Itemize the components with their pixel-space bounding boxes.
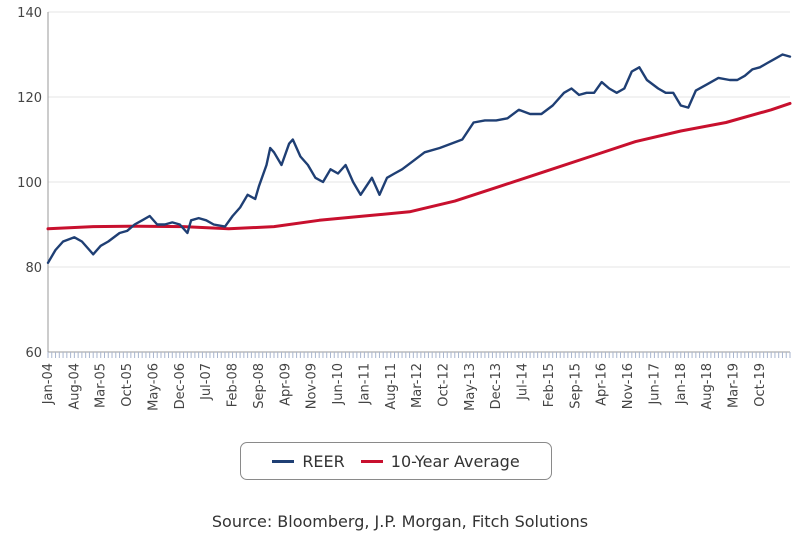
line-chart: 60 80 100 120 140 Jan-04 Aug-04 Mar-05 Oct-05 Ma…: [17, 6, 792, 411]
x-tick-label: Feb-15: [542, 363, 557, 407]
x-axis-minor-ticks: [47, 352, 791, 358]
grid-lines: [47, 11, 790, 353]
x-tick-label: Apr-09: [278, 363, 293, 406]
x-tick-label: Aug-11: [384, 363, 399, 410]
x-tick-label: Jan-18: [674, 363, 689, 405]
legend-label-10-year-average: 10-Year Average: [390, 451, 520, 471]
x-tick-label: Aug-04: [67, 363, 82, 410]
legend: REER 10-Year Average: [240, 442, 552, 480]
x-tick-label: Jan-11: [357, 363, 372, 405]
x-tick-label: Aug-18: [700, 363, 715, 410]
y-tick-label-120: 120: [17, 91, 42, 106]
x-tick-label: Feb-08: [226, 363, 241, 407]
x-tick-label: Dec-06: [173, 363, 188, 409]
x-tick-label: Jul-07: [199, 363, 214, 401]
x-tick-label: May-06: [146, 363, 161, 411]
legend-item-10-year-average: 10-Year Average: [360, 451, 520, 471]
x-tick-label: May-13: [463, 363, 478, 411]
x-tick-label: Nov-09: [305, 363, 320, 409]
y-tick-label-60: 60: [25, 346, 42, 361]
x-tick-label: Jun-10: [331, 363, 346, 406]
x-tick-label: Mar-12: [410, 363, 425, 408]
x-tick-label: Jun-17: [647, 363, 662, 406]
y-tick-label-80: 80: [25, 261, 42, 276]
x-tick-label: Oct-19: [753, 363, 768, 407]
x-tick-label: Jan-04: [41, 363, 56, 405]
source-note: Source: Bloomberg, J.P. Morgan, Fitch So…: [211, 512, 589, 531]
legend-label-reer: REER: [302, 451, 345, 471]
x-tick-label: Dec-13: [489, 363, 504, 409]
y-tick-label-140: 140: [17, 6, 42, 21]
x-tick-label: Sep-08: [252, 363, 267, 409]
legend-swatch-reer: [272, 459, 295, 463]
x-tick-label: Nov-16: [621, 363, 636, 409]
x-tick-label: Oct-05: [120, 363, 135, 407]
y-axis-ticks: 60 80 100 120 140: [17, 6, 42, 361]
series-line-10-year-average: [46, 101, 792, 231]
x-axis-labels: Jan-04 Aug-04 Mar-05 Oct-05 May-06 Dec-06 Jul-…: [41, 363, 768, 411]
x-tick-label: Apr-16: [595, 363, 610, 406]
y-tick-label-100: 100: [17, 176, 42, 191]
series-lines: [46, 53, 792, 264]
x-tick-label: Oct-12: [436, 363, 451, 407]
legend-item-reer: REER: [272, 451, 345, 471]
x-tick-label: Sep-15: [568, 363, 583, 409]
series-line-reer: [46, 53, 792, 264]
legend-swatch-10-year-average: [360, 459, 383, 463]
x-tick-label: Mar-05: [94, 363, 109, 408]
x-tick-label: Jul-14: [516, 363, 531, 401]
x-tick-label: Mar-19: [727, 363, 742, 408]
